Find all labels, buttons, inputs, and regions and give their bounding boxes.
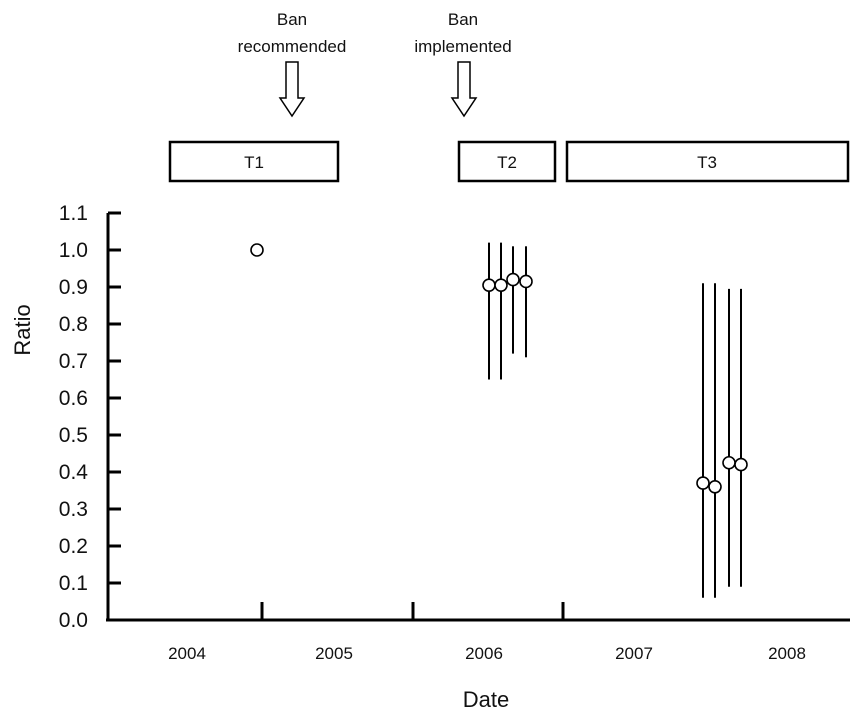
data-point	[519, 274, 533, 289]
annotation-ban-implemented: Ban implemented	[414, 10, 512, 118]
annotation-implemented-line2: implemented	[414, 37, 511, 56]
period-box-t1	[168, 140, 340, 183]
y-tick-label: 0.2	[59, 535, 88, 558]
x-tick-label: 2005	[315, 644, 353, 663]
data-point	[734, 457, 748, 472]
x-tick-label: 2007	[615, 644, 653, 663]
data-point	[482, 278, 496, 292]
x-ticks	[260, 602, 565, 620]
period-box-t3	[565, 140, 850, 183]
annotation-implemented-line1: Ban	[448, 10, 478, 29]
x-tick-label: 2008	[768, 644, 806, 663]
x-tick-labels: 2004 2005 2006 2007 2008	[168, 644, 806, 663]
error-bars	[488, 242, 742, 598]
period-t1: T1	[168, 140, 340, 183]
annotation-recommended-line2: recommended	[238, 37, 347, 56]
y-tick-label: 1.1	[59, 202, 88, 225]
period-label-t2: T2	[497, 153, 517, 172]
data-point	[708, 479, 722, 494]
data-points	[250, 243, 748, 494]
y-tick-label: 0.4	[59, 461, 89, 484]
period-label-t1: T1	[244, 153, 264, 172]
y-tick-label: 0.6	[59, 387, 88, 410]
y-tick-label: 0.7	[59, 350, 88, 373]
data-point	[250, 243, 264, 257]
period-box-t2	[457, 140, 557, 183]
y-tick-label: 1.0	[59, 239, 88, 262]
y-tick-label: 0.3	[59, 498, 88, 521]
period-t2: T2	[457, 140, 557, 183]
annotation-ban-recommended: Ban recommended	[238, 10, 347, 118]
x-axis-label: Date	[463, 687, 509, 712]
data-point	[696, 476, 710, 490]
y-ticks: 0.0 0.1 0.2 0.3 0.4 0.5 0.6 0.7 0.8 0.9 1.0 1.1	[59, 202, 121, 632]
down-arrow-icon	[278, 61, 306, 118]
x-tick-label: 2004	[168, 644, 206, 663]
annotation-recommended-line1: Ban	[277, 10, 307, 29]
y-tick-label: 0.1	[59, 572, 88, 595]
data-point	[494, 278, 508, 292]
y-tick-label: 0.5	[59, 424, 88, 447]
y-tick-label: 0.0	[59, 609, 88, 632]
data-point	[506, 272, 520, 287]
period-t3: T3	[565, 140, 850, 183]
y-tick-label: 0.8	[59, 313, 88, 336]
data-point	[722, 455, 736, 470]
period-label-t3: T3	[697, 153, 717, 172]
y-tick-label: 0.9	[59, 276, 88, 299]
y-axis-label: Ratio	[10, 304, 35, 355]
down-arrow-icon	[450, 61, 478, 118]
x-tick-label: 2006	[465, 644, 503, 663]
